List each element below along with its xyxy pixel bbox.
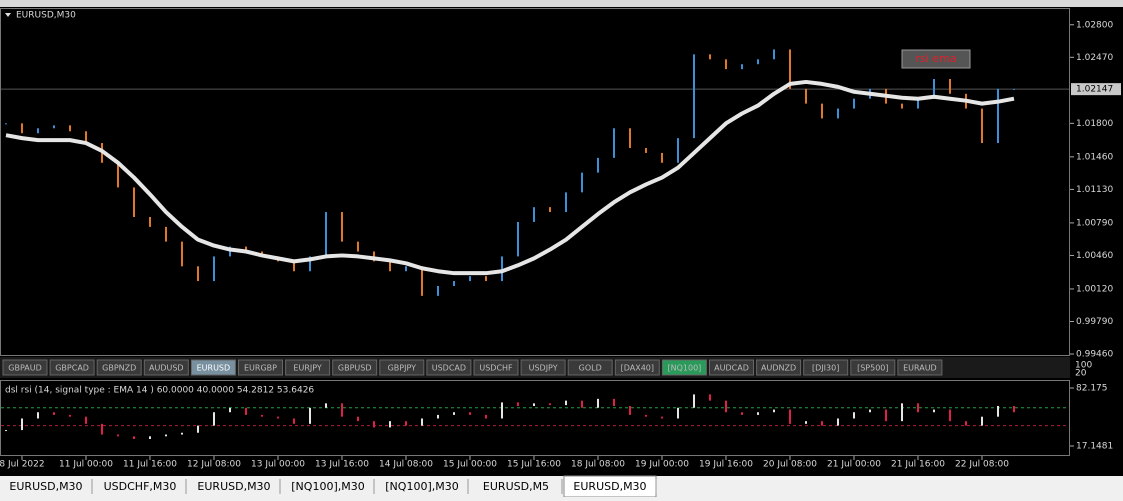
x-tick-label: 11 Jul 16:00 bbox=[123, 460, 177, 470]
x-tick-label: 19 Jul 00:00 bbox=[635, 460, 689, 470]
symbol-label[interactable]: GBPUSD bbox=[338, 364, 372, 373]
symbol-button[interactable] bbox=[661, 359, 707, 376]
symbol-label[interactable]: AUDCAD bbox=[714, 364, 749, 373]
symbol-button[interactable] bbox=[238, 359, 283, 376]
symbol-button[interactable] bbox=[614, 359, 660, 376]
x-tick-label: 13 Jul 00:00 bbox=[251, 460, 305, 470]
symbol-button[interactable] bbox=[756, 359, 802, 376]
tab-label[interactable]: [NQ100],M30 bbox=[385, 480, 458, 493]
price-tag bbox=[1071, 83, 1121, 96]
x-tick-label: 14 Jul 08:00 bbox=[379, 460, 433, 470]
y-tick-label: 1.01460 bbox=[1076, 152, 1113, 162]
annotation: rsi ema bbox=[915, 52, 956, 65]
price-frame bbox=[0, 8, 1070, 356]
symbol-button[interactable] bbox=[709, 359, 754, 376]
symbol-label[interactable]: GBPJPY bbox=[388, 364, 417, 373]
x-tick-label: 18 Jul 08:00 bbox=[571, 460, 625, 470]
tab-label[interactable]: EURUSD,M30 bbox=[9, 480, 82, 493]
chart-title: EURUSD,M30 bbox=[16, 11, 76, 21]
ema-line bbox=[5, 79, 1015, 276]
menu-arrow bbox=[5, 13, 11, 17]
tab-label[interactable]: EURUSD,M30 bbox=[573, 480, 646, 493]
symbol-label[interactable]: AUDUSD bbox=[149, 364, 184, 373]
symbol-button[interactable] bbox=[49, 359, 95, 376]
symbol-label[interactable]: [DJI30] bbox=[812, 364, 839, 373]
symbol-button[interactable] bbox=[143, 359, 189, 376]
y-tick-label: 0.99460 bbox=[1076, 350, 1113, 360]
y-tick-label: 17.1481 bbox=[1076, 442, 1113, 452]
symbol-label[interactable]: GOLD bbox=[579, 364, 602, 373]
tab[interactable] bbox=[94, 476, 186, 497]
tab-label[interactable]: EURUSD,M5 bbox=[483, 480, 549, 493]
symbol-label[interactable]: EURAUD bbox=[903, 364, 937, 373]
x-tick-label: 21 Jul 16:00 bbox=[891, 460, 945, 470]
symbol-button[interactable] bbox=[803, 359, 849, 376]
x-tick-label: 13 Jul 16:00 bbox=[315, 460, 369, 470]
x-tick-label: 19 Jul 16:00 bbox=[699, 460, 753, 470]
scale-label: 20 bbox=[1075, 369, 1087, 379]
symbol-label[interactable]: [DAX40] bbox=[621, 364, 654, 373]
y-tick-label: 1.01130 bbox=[1076, 185, 1113, 195]
x-tick-label: 21 Jul 00:00 bbox=[827, 460, 881, 470]
x-tick-label: 15 Jul 00:00 bbox=[443, 460, 497, 470]
y-tick-label: 1.01800 bbox=[1076, 119, 1113, 129]
symbol-label[interactable]: [SP500] bbox=[857, 364, 888, 373]
indicator-title: dsl rsi (14, signal type : EMA 14 ) 60.0… bbox=[5, 386, 314, 396]
x-tick-label: 20 Jul 08:00 bbox=[763, 460, 817, 470]
tab[interactable] bbox=[470, 476, 562, 497]
x-tick-label: 22 Jul 08:00 bbox=[955, 460, 1009, 470]
symbol-label[interactable]: AUDNZD bbox=[761, 364, 796, 373]
symbol-button[interactable] bbox=[2, 359, 48, 376]
tab-label[interactable]: [NQ100],M30 bbox=[291, 480, 364, 493]
symbol-label[interactable]: USDCHF bbox=[479, 364, 513, 373]
annotation-box bbox=[901, 49, 971, 69]
tab-label[interactable]: EURUSD,M30 bbox=[197, 480, 270, 493]
tab-label[interactable]: USDCHF,M30 bbox=[104, 480, 177, 493]
symbol-label[interactable]: GBPAUD bbox=[8, 364, 42, 373]
symbol-button[interactable] bbox=[332, 359, 378, 376]
tab[interactable] bbox=[376, 476, 468, 497]
symbol-button[interactable] bbox=[190, 359, 236, 376]
top-strip bbox=[0, 0, 1123, 7]
symbol-button[interactable] bbox=[567, 359, 613, 376]
symbol-label[interactable]: EURJPY bbox=[293, 364, 321, 373]
x-tick-label: 8 Jul 2022 bbox=[0, 460, 45, 470]
scale-label: 100 bbox=[1075, 361, 1092, 371]
tab[interactable] bbox=[188, 476, 280, 497]
y-tick-label: 82.175 bbox=[1076, 383, 1108, 393]
current-price: 1.02147 bbox=[1076, 85, 1113, 95]
tab[interactable] bbox=[0, 476, 92, 497]
x-tick-label: 11 Jul 00:00 bbox=[59, 460, 113, 470]
y-tick-label: 1.00120 bbox=[1076, 284, 1113, 294]
symbol-label[interactable]: [NQ100] bbox=[668, 364, 702, 373]
symbol-button[interactable] bbox=[96, 359, 142, 376]
y-tick-label: 1.00460 bbox=[1076, 251, 1113, 261]
y-tick-label: 0.99790 bbox=[1076, 317, 1113, 327]
symbol-label[interactable]: USDJPY bbox=[529, 364, 558, 373]
x-tick-label: 12 Jul 08:00 bbox=[187, 460, 241, 470]
symbol-button[interactable] bbox=[285, 359, 331, 376]
tab[interactable] bbox=[282, 476, 374, 497]
y-tick-label: 1.00790 bbox=[1076, 218, 1113, 228]
chart-background bbox=[0, 0, 1123, 476]
symbol-label[interactable]: EURUSD bbox=[197, 364, 231, 373]
symbol-button[interactable] bbox=[850, 359, 896, 376]
y-tick-label: 1.02800 bbox=[1076, 20, 1113, 30]
x-tick-label: 15 Jul 16:00 bbox=[507, 460, 561, 470]
symbol-label[interactable]: USDCAD bbox=[432, 364, 466, 373]
symbol-button[interactable] bbox=[426, 359, 472, 376]
symbol-label[interactable]: GBPNZD bbox=[102, 364, 136, 373]
y-tick-label: 1.02470 bbox=[1076, 53, 1113, 63]
symbol-button[interactable] bbox=[520, 359, 566, 376]
symbol-button[interactable] bbox=[379, 359, 425, 376]
rsi-frame bbox=[0, 380, 1070, 456]
symbol-label[interactable]: EURGBP bbox=[244, 364, 277, 373]
symbol-button[interactable] bbox=[897, 359, 943, 376]
symbol-label[interactable]: GBPCAD bbox=[55, 364, 89, 373]
symbol-button[interactable] bbox=[473, 359, 519, 376]
